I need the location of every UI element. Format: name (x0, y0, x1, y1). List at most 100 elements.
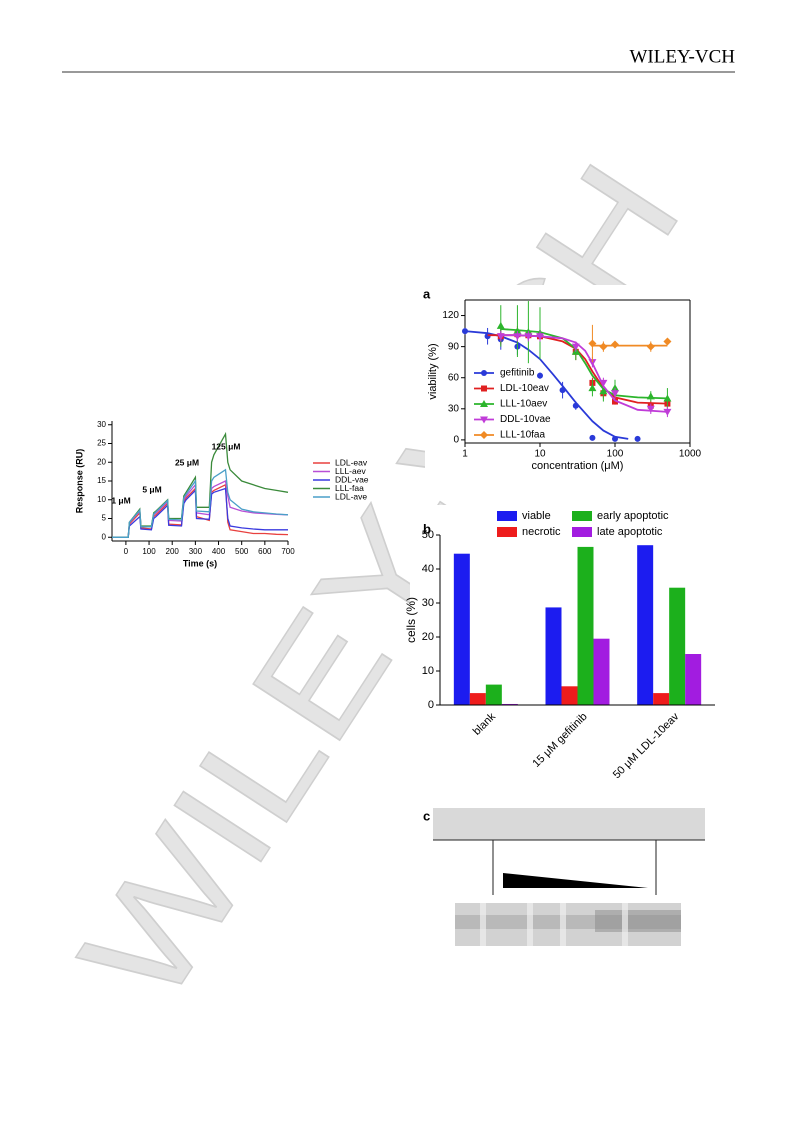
marker (496, 333, 505, 341)
legend-label: early apoptotic (597, 510, 669, 522)
y-tick-label: 5 (102, 514, 107, 523)
legend-swatch (497, 527, 517, 537)
y-tick-label: 30 (97, 420, 106, 429)
x-tick-label: 500 (235, 547, 249, 556)
marker (588, 339, 597, 348)
x-tick-label: 700 (281, 547, 295, 556)
marker (663, 408, 672, 416)
x-tick-label: 100 (142, 547, 156, 556)
marker (559, 387, 566, 394)
marker (484, 333, 491, 340)
gel-lane-gap (560, 903, 566, 946)
legend-label: DDL-10vae (500, 414, 551, 425)
bar (469, 693, 486, 705)
gel-lane-gap (480, 903, 486, 946)
y-tick-label: 90 (448, 341, 460, 352)
y-tick-label: 120 (442, 310, 459, 321)
publisher-logo: WILEY-VCH (629, 46, 735, 67)
y-tick-label: 50 (422, 529, 434, 541)
legend-marker (480, 400, 488, 407)
gel-lane-gap (527, 903, 533, 946)
legend-swatch (572, 527, 592, 537)
marker (513, 333, 522, 341)
marker (462, 328, 468, 335)
legend-label: LDL-eav (335, 457, 368, 467)
y-tick-label: 60 (448, 372, 460, 383)
legend-label: LLL-10faa (500, 430, 545, 441)
x-axis-title: concentration (μM) (532, 460, 624, 472)
annotation: 5 μM (142, 484, 161, 494)
marker (571, 343, 580, 351)
annotation: 25 μM (175, 457, 199, 467)
bar (669, 587, 686, 705)
gel-header-bar (433, 808, 705, 840)
panel-c: c (423, 808, 705, 946)
gel-band (595, 910, 681, 932)
legend-marker (480, 431, 488, 439)
marker (634, 435, 641, 442)
bar (501, 703, 518, 705)
marker (588, 359, 597, 367)
marker (536, 333, 544, 341)
y-tick-label: 20 (97, 457, 106, 466)
y-tick-label: 0 (453, 435, 459, 446)
legend-label: viable (522, 510, 551, 522)
y-tick-label: 40 (422, 563, 434, 575)
x-tick-label: 400 (212, 547, 226, 556)
panel-label: b (423, 521, 431, 536)
bar (577, 546, 594, 705)
series-line (112, 468, 289, 538)
legend-label: late apoptotic (597, 526, 663, 538)
x-tick-label: 10 (534, 449, 546, 460)
bar (593, 638, 610, 705)
y-axis-title: cells (%) (404, 597, 418, 643)
x-tick-label: 600 (258, 547, 272, 556)
bar (545, 607, 562, 705)
marker (537, 372, 543, 379)
bar (453, 553, 470, 705)
legend-label: gefitinib (500, 368, 535, 379)
gel-lane-gap (622, 903, 628, 946)
y-axis-title: viability (%) (427, 343, 439, 399)
y-tick-label: 10 (97, 495, 106, 504)
y-tick-label: 15 (97, 476, 106, 485)
marker (524, 333, 533, 341)
y-tick-label: 10 (422, 665, 434, 677)
legend-label: necrotic (522, 526, 561, 538)
marker (663, 337, 672, 346)
marker (612, 398, 618, 405)
fit-curve (500, 328, 668, 400)
marker (646, 405, 655, 413)
legend-swatch (572, 511, 592, 521)
marker (589, 434, 596, 441)
panel-label: a (423, 286, 431, 301)
bar (561, 686, 578, 705)
series-line (112, 480, 289, 538)
y-tick-label: 20 (422, 631, 434, 643)
marker (599, 387, 608, 395)
legend-label: LLL-10aev (500, 399, 547, 410)
x-tick-label: 0 (124, 547, 129, 556)
plot-background (425, 285, 725, 483)
marker (663, 394, 672, 402)
x-axis-title: Time (s) (183, 558, 217, 568)
marker (646, 392, 655, 400)
legend-swatch (497, 511, 517, 521)
marker (599, 342, 608, 351)
legend-label: DDL-vae (335, 474, 369, 484)
series-line (112, 431, 289, 538)
marker (588, 384, 597, 392)
gradient-wedge (503, 873, 648, 888)
y-axis-title: Response (RU) (74, 449, 84, 514)
marker (611, 390, 619, 398)
marker (599, 379, 608, 387)
legend-label: LDL-10eav (500, 383, 549, 394)
y-tick-label: 0 (428, 699, 434, 711)
legend-background (493, 508, 698, 538)
annotation: 1 μM (111, 495, 130, 505)
y-tick-label: 30 (422, 597, 434, 609)
y-tick-label: 30 (448, 403, 460, 414)
marker (612, 435, 618, 442)
